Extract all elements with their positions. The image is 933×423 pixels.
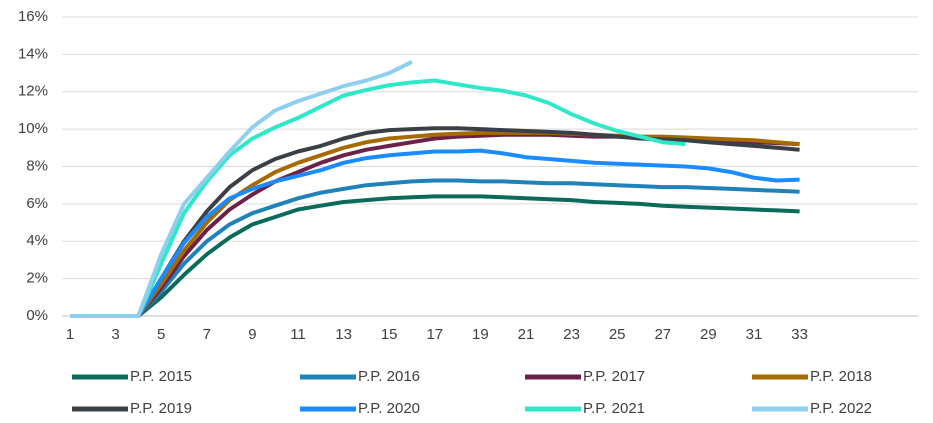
legend-label: P.P. 2015: [130, 368, 192, 385]
series-line: [70, 194, 800, 318]
legend-label: P.P. 2021: [583, 400, 645, 417]
y-tick-label: 14%: [18, 45, 48, 62]
x-tick-label: 1: [66, 326, 74, 343]
y-tick-label: 4%: [26, 232, 48, 249]
y-tick-label: 2%: [26, 270, 48, 287]
x-tick-label: 17: [426, 326, 443, 343]
legend-label: P.P. 2020: [358, 400, 420, 417]
x-tick-label: 7: [203, 326, 211, 343]
x-tick-label: 23: [563, 326, 580, 343]
y-tick-label: 0%: [26, 307, 48, 324]
series-line: [70, 130, 800, 318]
x-tick-label: 27: [654, 326, 671, 343]
x-tick-label: 13: [335, 326, 352, 343]
x-tick-label: 33: [791, 326, 808, 343]
x-tick-label: 9: [248, 326, 256, 343]
x-tick-label: 31: [746, 326, 763, 343]
y-tick-label: 6%: [26, 195, 48, 212]
y-tick-label: 8%: [26, 157, 48, 174]
y-tick-label: 12%: [18, 83, 48, 100]
x-tick-label: 19: [472, 326, 489, 343]
series-line: [70, 78, 686, 318]
legend-label: P.P. 2018: [810, 368, 872, 385]
x-tick-label: 11: [290, 326, 306, 343]
x-tick-label: 15: [381, 326, 398, 343]
x-tick-label: 21: [518, 326, 535, 343]
legend-label: P.P. 2022: [810, 400, 872, 417]
series-line: [70, 148, 800, 318]
y-tick-label: 10%: [18, 120, 48, 137]
x-tick-label: 3: [111, 326, 119, 343]
series-line: [70, 60, 413, 318]
x-tick-label: 5: [157, 326, 165, 343]
series-line: [70, 126, 800, 318]
legend-label: P.P. 2016: [358, 368, 420, 385]
x-tick-label: 25: [609, 326, 626, 343]
legend-label: P.P. 2019: [130, 400, 192, 417]
series-line: [70, 178, 800, 318]
y-tick-label: 16%: [18, 8, 48, 25]
x-tick-label: 29: [700, 326, 717, 343]
legend-label: P.P. 2017: [583, 368, 645, 385]
